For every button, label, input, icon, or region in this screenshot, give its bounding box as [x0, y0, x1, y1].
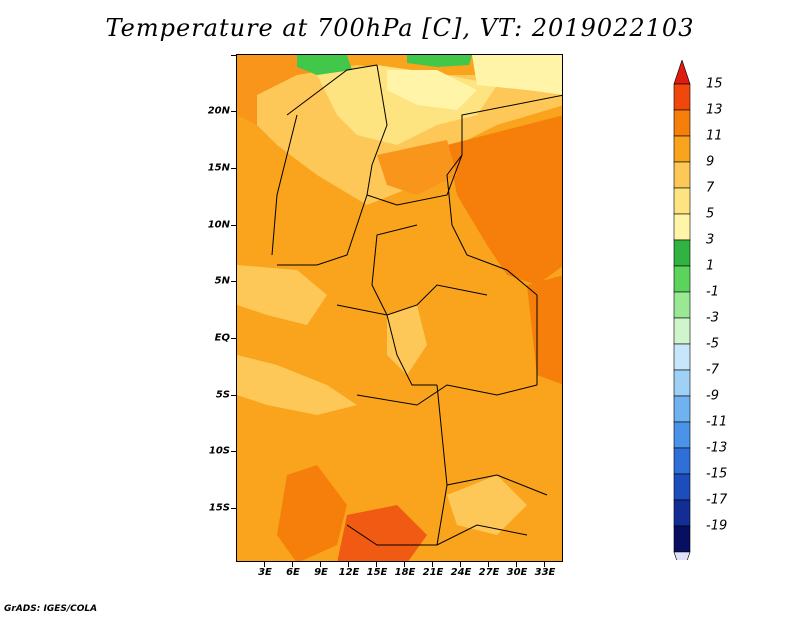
lon-label: 21E — [422, 567, 444, 578]
lon-tick — [488, 562, 489, 567]
colorbar-box — [673, 369, 691, 397]
colorbar-label: -1 — [706, 284, 719, 300]
field-south-warm — [337, 505, 427, 561]
colorbar-label: 9 — [706, 154, 715, 170]
lon-tick — [544, 562, 545, 567]
lon-tick — [516, 562, 517, 567]
lat-tick — [231, 338, 236, 339]
lon-tick — [432, 562, 433, 567]
lat-tick — [231, 168, 236, 169]
colorbar-box — [673, 473, 691, 501]
colorbar-box — [673, 187, 691, 215]
lat-label: EQ — [214, 332, 230, 344]
lon-tick — [320, 562, 321, 567]
field-southwest-warm — [277, 465, 347, 561]
lat-tick — [231, 281, 236, 282]
colorbar-box — [673, 109, 691, 137]
colorbar-label: -7 — [706, 362, 719, 378]
lat-label: 10N — [207, 219, 230, 231]
colorbar-box — [673, 161, 691, 189]
lon-tick — [264, 562, 265, 567]
colorbar — [673, 60, 691, 560]
field-chad-warm — [377, 140, 457, 195]
lon-label: 24E — [450, 567, 472, 578]
lon-label: 15E — [366, 567, 388, 578]
lon-label: 12E — [338, 567, 360, 578]
lat-tick — [231, 395, 236, 396]
lon-tick — [292, 562, 293, 567]
lon-label: 30E — [506, 567, 528, 578]
lat-label: 15N — [207, 162, 230, 174]
colorbar-label: -5 — [706, 336, 719, 352]
lat-tick — [231, 508, 236, 509]
colorbar-label: -9 — [706, 388, 719, 404]
field-east-sudan-warm — [447, 115, 562, 285]
country-borders — [271, 64, 562, 546]
field-green-north — [297, 55, 352, 75]
colorbar-box — [673, 525, 691, 553]
colorbar-box — [673, 447, 691, 475]
colorbar-box — [673, 291, 691, 319]
colorbar-box — [673, 239, 691, 267]
field-west-coast-light — [237, 265, 327, 325]
lon-tick — [376, 562, 377, 567]
lon-label: 6E — [286, 567, 300, 578]
field-east-great-lakes-warm — [527, 275, 562, 385]
field-green-north-2 — [407, 55, 472, 67]
lon-label: 27E — [478, 567, 500, 578]
colorbar-label: 1 — [706, 258, 715, 274]
colorbar-box — [673, 135, 691, 163]
lon-label: 33E — [534, 567, 556, 578]
colorbar-box — [673, 317, 691, 345]
field-northeast-pale — [472, 55, 562, 95]
temperature-map[interactable] — [236, 54, 563, 562]
lon-label: 3E — [258, 567, 272, 578]
colorbar-box — [673, 499, 691, 527]
lon-label: 9E — [314, 567, 328, 578]
credit-text: GrADS: IGES/COLA — [4, 604, 98, 614]
lat-label: 5N — [214, 275, 230, 287]
colorbar-label: -15 — [706, 466, 728, 482]
colorbar-label: 15 — [706, 76, 723, 92]
colorbar-box — [673, 213, 691, 241]
lat-tick — [231, 111, 236, 112]
colorbar-label: -3 — [706, 310, 719, 326]
colorbar-label: 3 — [706, 232, 715, 248]
field-sahara-pale — [387, 70, 477, 110]
lon-label: 18E — [394, 567, 416, 578]
colorbar-box — [673, 265, 691, 293]
lon-tick — [460, 562, 461, 567]
colorbar-top-triangle — [673, 60, 691, 85]
colorbar-box — [673, 343, 691, 371]
colorbar-label: 11 — [706, 128, 723, 144]
colorbar-label: -11 — [706, 414, 728, 430]
lat-label: 5S — [215, 389, 230, 401]
colorbar-label: -17 — [706, 492, 728, 508]
field-congo-light — [387, 305, 427, 375]
colorbar-label: 13 — [706, 102, 723, 118]
colorbar-box — [673, 83, 691, 111]
lon-tick — [348, 562, 349, 567]
lat-label: 20N — [207, 105, 230, 117]
colorbar-label: 7 — [706, 180, 715, 196]
lat-label: 15S — [208, 502, 230, 514]
colorbar-label: -19 — [706, 518, 728, 534]
colorbar-bottom-triangle — [673, 551, 691, 560]
colorbar-label: 5 — [706, 206, 715, 222]
chart-title: Temperature at 700hPa [C], VT: 201902210… — [105, 14, 695, 42]
lat-tick — [231, 225, 236, 226]
field-southeast-light — [447, 475, 527, 535]
colorbar-box — [673, 395, 691, 423]
lat-tick — [231, 55, 236, 56]
temperature-field — [237, 55, 562, 561]
colorbar-box — [673, 421, 691, 449]
lat-tick — [231, 451, 236, 452]
colorbar-label: -13 — [706, 440, 728, 456]
lon-tick — [404, 562, 405, 567]
lat-label: 10S — [208, 445, 230, 457]
field-southwest-light — [237, 355, 357, 415]
